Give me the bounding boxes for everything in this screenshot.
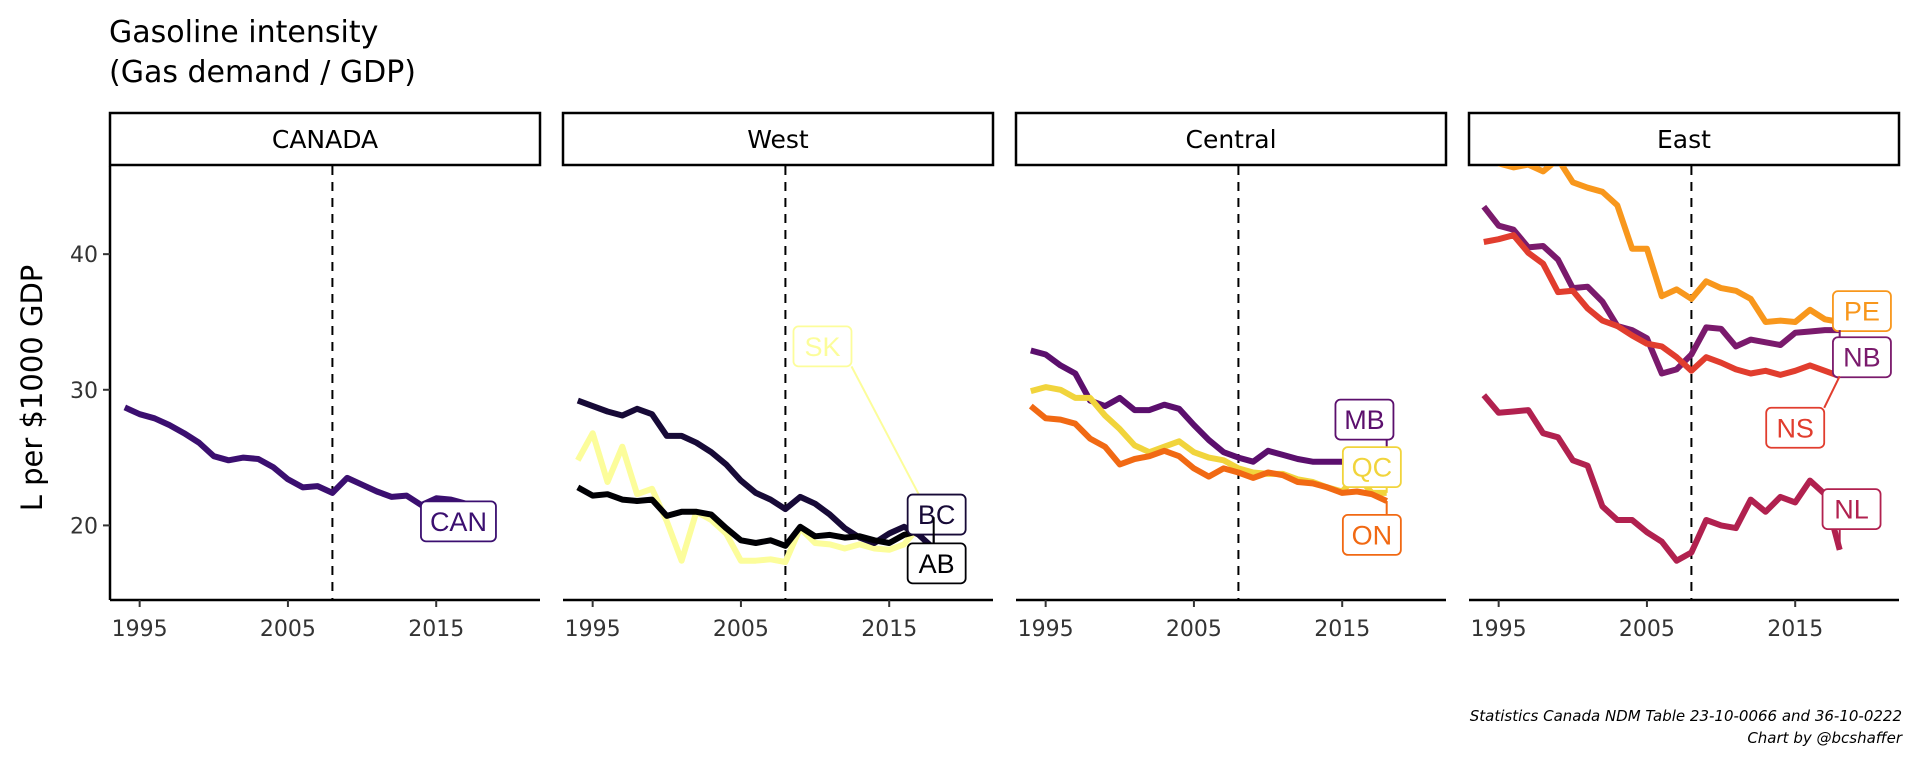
y-axis-label: L per $1000 GDP [15, 265, 49, 512]
x-tick-label-canada-1995: 1995 [112, 617, 168, 642]
x-tick-label-canada-2005: 2005 [260, 617, 316, 642]
panel-west: West 1995 2005 2015 SK BC AB [561, 111, 995, 642]
label-box-bc [906, 493, 967, 536]
strip-label-east: East [1657, 125, 1711, 154]
facet-panels: CANADA 20 30 40 1995 2005 2015 CAN West 1995 2005 2… [70, 111, 1901, 642]
strip-east [1467, 111, 1901, 167]
series-label-pe: PE [1844, 297, 1880, 327]
series-line-nl [1481, 393, 1843, 564]
series-label-bc: BC [918, 500, 956, 530]
label-box-mb [1334, 398, 1395, 441]
series-line-ns [1483, 232, 1841, 380]
x-tick-label-west-2005: 2005 [713, 617, 769, 642]
y-tick-label-20: 20 [70, 514, 98, 539]
y-tick-label-40: 40 [70, 243, 98, 268]
label-box-ns [1765, 406, 1826, 449]
x-tick-label-west-1995: 1995 [565, 617, 621, 642]
series-lines-canada [123, 404, 482, 514]
x-tick-label-west-2015: 2015 [861, 617, 917, 642]
series-line-mb [1030, 347, 1388, 472]
strip-label-central: Central [1185, 125, 1276, 154]
strip-label-west: West [747, 125, 809, 154]
caption-source: Statistics Canada NDM Table 23-10-0066 a… [1470, 707, 1902, 725]
label-box-sk [792, 325, 853, 368]
label-box-nl [1821, 488, 1882, 531]
label-box-nb [1832, 336, 1892, 379]
series-lines-central [1028, 347, 1388, 504]
series-line-sk [575, 430, 935, 565]
series-label-can: CAN [430, 507, 487, 537]
series-line-ab [576, 484, 936, 549]
strip-central [1014, 111, 1448, 167]
series-label-ns: NS [1776, 413, 1814, 443]
x-tick-label-east-2005: 2005 [1619, 617, 1675, 642]
label-box-ab [906, 542, 967, 585]
series-line-nb [1481, 204, 1840, 377]
series-line-can [123, 404, 482, 514]
series-line-pe [1497, 166, 1841, 325]
x-tick-label-east-2015: 2015 [1767, 617, 1823, 642]
series-label-qc: QC [1352, 453, 1393, 483]
strip-west [561, 111, 995, 167]
series-lines-east [1481, 166, 1843, 564]
chart-title-line2: (Gas demand / GDP) [109, 55, 416, 90]
caption-credit: Chart by @bcshaffer [1747, 729, 1902, 747]
y-tick-label-30: 30 [70, 379, 98, 404]
x-tick-label-central-1995: 1995 [1018, 617, 1074, 642]
x-tick-label-central-2005: 2005 [1166, 617, 1222, 642]
series-label-mb: MB [1344, 405, 1385, 435]
label-box-can [420, 500, 497, 543]
label-box-on [1341, 514, 1402, 556]
series-line-on [1028, 403, 1388, 504]
label-box-pe [1832, 290, 1892, 333]
strip-canada [108, 111, 542, 167]
series-label-sk: SK [804, 332, 840, 362]
series-label-on: ON [1352, 520, 1393, 550]
series-label-nb: NB [1843, 343, 1881, 373]
x-tick-label-east-1995: 1995 [1471, 617, 1527, 642]
panel-central: Central 1995 2005 2015 MB QC ON [1014, 111, 1448, 642]
chart-title-line1: Gasoline intensity [109, 15, 378, 50]
label-leader-ns [1823, 375, 1841, 409]
panel-east: East 1995 2005 2015 PE NB NS NL [1467, 111, 1901, 642]
series-label-nl: NL [1834, 495, 1869, 525]
label-box-qc [1341, 446, 1402, 488]
x-tick-label-canada-2015: 2015 [408, 617, 464, 642]
series-label-ab: AB [919, 549, 955, 579]
strip-label-canada: CANADA [272, 125, 378, 154]
series-lines-west [575, 397, 936, 565]
panel-canada: CANADA 20 30 40 1995 2005 2015 CAN [70, 111, 542, 642]
x-tick-label-central-2015: 2015 [1314, 617, 1370, 642]
